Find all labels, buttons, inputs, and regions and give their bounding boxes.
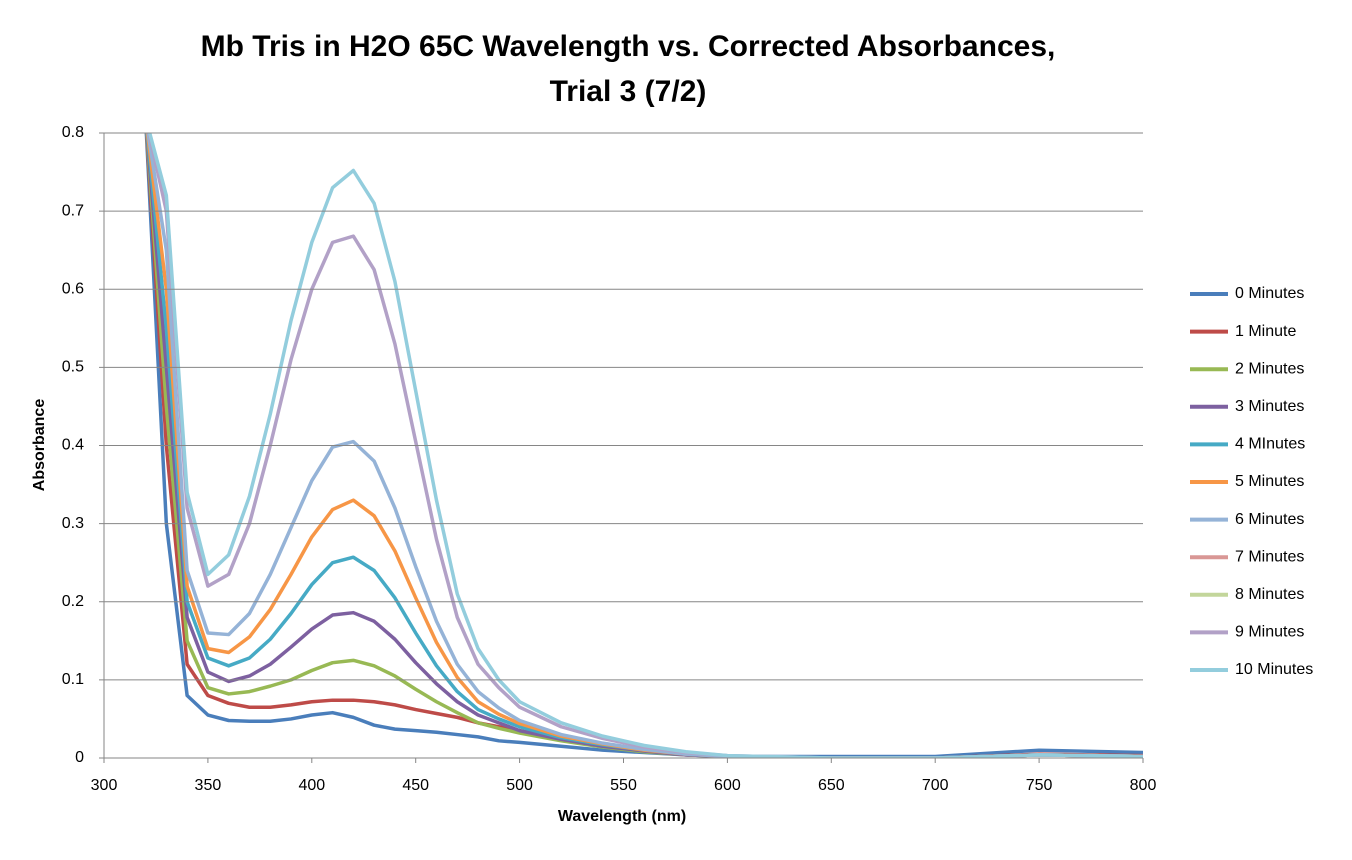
legend-label: 7 Minutes (1235, 548, 1304, 565)
y-tick-label: 0.3 (62, 515, 84, 532)
x-tick-label: 800 (1130, 777, 1157, 794)
series-line (147, 133, 1143, 758)
x-tick-label: 700 (922, 777, 949, 794)
x-tick-label: 500 (506, 777, 533, 794)
chart-title: Trial 3 (7/2) (550, 75, 707, 108)
legend-label: 8 Minutes (1235, 586, 1304, 603)
legend-label: 1 Minute (1235, 323, 1296, 340)
x-tick-label: 300 (91, 777, 118, 794)
legend-label: 6 Minutes (1235, 511, 1304, 528)
series-line (144, 133, 1143, 758)
y-tick-label: 0.7 (62, 202, 84, 219)
x-tick-label: 350 (195, 777, 222, 794)
series-line (145, 133, 1143, 758)
legend-label: 9 Minutes (1235, 624, 1304, 641)
y-tick-label: 0.4 (62, 437, 84, 454)
legend-label: 3 Minutes (1235, 398, 1304, 415)
x-tick-label: 600 (714, 777, 741, 794)
series-line (145, 133, 1143, 758)
y-tick-label: 0.1 (62, 671, 84, 688)
y-axis-title: Absorbance (31, 399, 48, 492)
series-line (147, 133, 1143, 758)
legend-label: 0 Minutes (1235, 285, 1304, 302)
x-axis-title: Wavelength (nm) (558, 808, 686, 825)
series-line (145, 133, 1143, 758)
x-tick-label: 450 (402, 777, 429, 794)
x-tick-label: 650 (818, 777, 845, 794)
y-tick-label: 0 (75, 749, 84, 766)
series-line (144, 133, 1143, 758)
y-tick-label: 0.6 (62, 280, 84, 297)
x-tick-label: 550 (610, 777, 637, 794)
y-tick-label: 0.5 (62, 359, 84, 376)
x-tick-label: 400 (298, 777, 325, 794)
series-line (144, 133, 1143, 758)
legend-label: 5 Minutes (1235, 473, 1304, 490)
legend-label: 2 Minutes (1235, 360, 1304, 377)
legend-label: 10 Minutes (1235, 661, 1313, 678)
y-tick-label: 0.8 (62, 124, 84, 141)
legend-label: 4 MInutes (1235, 436, 1305, 453)
series-line (146, 133, 1143, 758)
plot-area (144, 133, 1143, 758)
y-tick-label: 0.2 (62, 593, 84, 610)
chart-title: Mb Tris in H2O 65C Wavelength vs. Correc… (201, 30, 1056, 63)
x-tick-label: 750 (1026, 777, 1053, 794)
